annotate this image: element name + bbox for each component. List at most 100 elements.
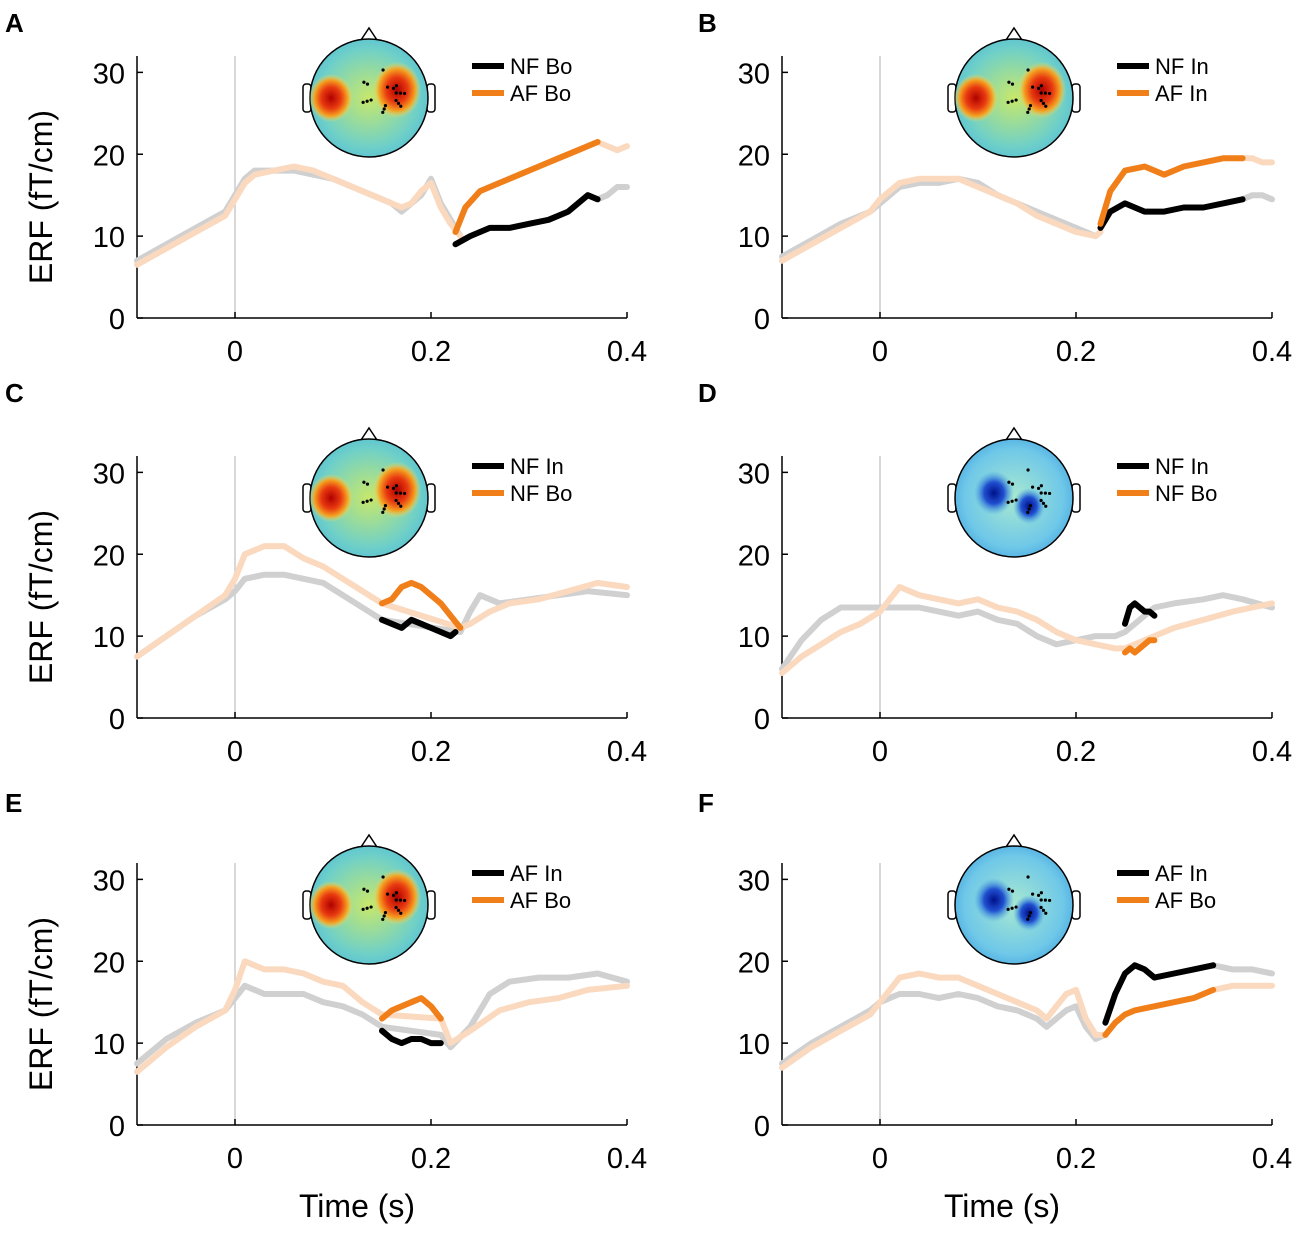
panel-letter: D [698, 378, 717, 408]
sensor-dot [1027, 507, 1031, 511]
sensor-dot [1039, 91, 1043, 95]
sensor-dot [1043, 491, 1047, 495]
series-line-context-gray [779, 175, 1104, 260]
series-line-nf-in [379, 616, 459, 640]
y-tick-label: 20 [738, 140, 770, 172]
sensor-dot [1031, 85, 1035, 89]
activation-spot [373, 869, 421, 925]
sensor-dot [381, 875, 385, 879]
topomap-head [947, 833, 1081, 965]
panel-letter: F [698, 788, 714, 818]
sensor-dot [402, 491, 407, 496]
sensor-dot [1007, 480, 1011, 484]
sensor-dot [386, 892, 390, 896]
sensor-dot [383, 504, 388, 508]
series-line-context-orange [779, 970, 1109, 1071]
sensor-dot [1014, 98, 1018, 102]
sensor-dot [1044, 104, 1048, 108]
x-axis-title: Time (s) [944, 1188, 1060, 1224]
y-tick-label: 20 [93, 140, 125, 172]
sensor-dot [362, 480, 366, 484]
x-tick-label: 0 [872, 1143, 888, 1175]
sensor-dot [365, 906, 369, 910]
series-line-context-orange [134, 163, 464, 268]
sensor-dot [391, 893, 396, 897]
y-tick-label: 20 [93, 540, 125, 572]
x-tick-label: 0 [227, 336, 243, 368]
activation-spot [974, 878, 1014, 922]
activation-spot [1018, 62, 1066, 118]
sensor-dot [1039, 905, 1043, 910]
topomap-head [302, 833, 436, 965]
sensor-dot [365, 482, 370, 486]
series-line-tail-orange [1239, 155, 1275, 166]
series-line-context-orange [779, 175, 1104, 264]
y-tick-label: 20 [738, 947, 770, 979]
y-tick-label: 10 [738, 622, 770, 654]
sensor-dot [365, 99, 369, 103]
y-tick-label: 30 [93, 58, 125, 90]
sensor-dot [1031, 485, 1035, 489]
scalp-map [954, 438, 1074, 558]
legend-label: AF In [1155, 861, 1208, 886]
series-line-nf-in [1097, 196, 1246, 231]
panel-letter: B [698, 8, 717, 38]
series-line-nf-bo [379, 579, 464, 631]
sensor-dot [1010, 889, 1015, 893]
sensor-dot [1014, 905, 1018, 909]
topomap-head [947, 426, 1081, 558]
sensor-dot [398, 898, 402, 902]
activation-spot [309, 881, 353, 929]
y-tick-label: 0 [109, 304, 125, 336]
series-line-tail-orange [594, 139, 630, 154]
sensor-dot [1039, 84, 1043, 88]
sensor-dot [396, 908, 401, 912]
sensor-dot [369, 98, 373, 102]
nose-shape [360, 833, 378, 848]
topomap-head [947, 26, 1081, 158]
series-line-af-in [1097, 155, 1246, 227]
x-tick-label: 0.4 [607, 736, 647, 768]
sensor-dot [1026, 468, 1030, 472]
series-line-af-in [379, 1027, 444, 1047]
series-line-af-bo [379, 995, 444, 1022]
sensor-dot [1031, 892, 1035, 896]
panel-letter: E [5, 788, 22, 818]
sensor-dot [391, 486, 396, 490]
sensor-dot [394, 98, 398, 103]
sensor-dot [394, 484, 398, 488]
sensor-dot [1027, 107, 1031, 111]
x-tick-label: 0.4 [607, 336, 647, 368]
sensor-dot [381, 468, 385, 472]
sensor-dot [1044, 911, 1048, 915]
sensor-dot [1043, 91, 1047, 95]
y-tick-label: 10 [93, 1029, 125, 1061]
activation-spot [373, 62, 421, 118]
y-axis-title: ERF (fT/cm) [23, 510, 59, 684]
series-line-context-orange [779, 584, 1275, 676]
legend-label: AF Bo [1155, 888, 1216, 913]
y-axis-title: ERF (fT/cm) [23, 917, 59, 1091]
sensor-dot [1039, 498, 1043, 503]
sensor-dot [1026, 110, 1030, 114]
x-tick-label: 0.2 [1056, 736, 1096, 768]
activation-spot [954, 74, 998, 122]
panel-letter: A [5, 8, 24, 38]
series-line-nf-bo [1122, 637, 1158, 656]
sensor-dot [382, 107, 386, 111]
series-line-tail-gray [1210, 962, 1275, 977]
sensor-dot [1026, 510, 1030, 514]
sensor-dot [381, 110, 385, 114]
series-line-af-in [1102, 962, 1217, 1026]
y-tick-label: 20 [93, 947, 125, 979]
sensor-dot [1014, 498, 1018, 502]
sensor-dot [383, 104, 388, 108]
sensor-dot [394, 498, 398, 503]
legend-label: NF In [510, 454, 564, 479]
